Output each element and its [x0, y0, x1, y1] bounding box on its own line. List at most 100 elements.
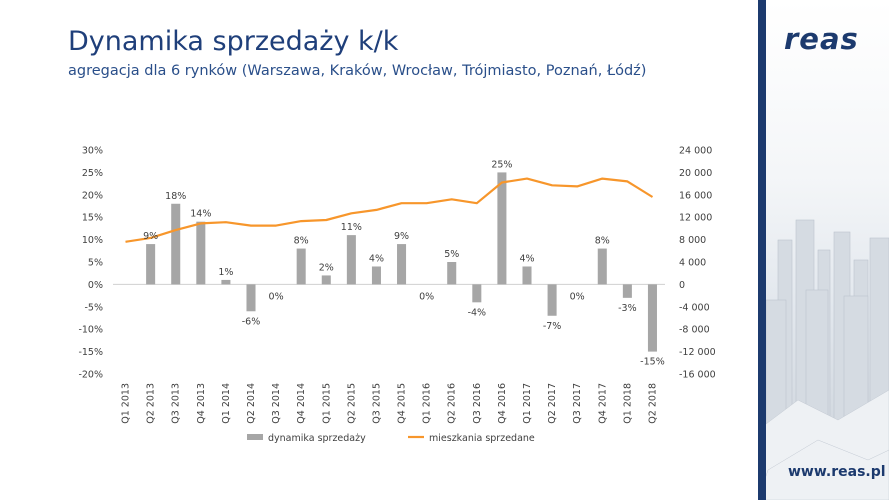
category-label: Q1 2018: [622, 383, 633, 424]
left-axis-tick-label: 30%: [82, 146, 103, 157]
bar-q2-2013: [146, 244, 156, 285]
data-label: 14%: [190, 209, 211, 220]
category-label: Q2 2015: [346, 383, 357, 424]
data-labels: 9% 18% 14% 1% -6% 0% 8% 2% 11% 4% 9% 0% 5% -4% 25% 4% -7…: [143, 159, 665, 367]
right-axis-tick-label: -16 000: [679, 370, 716, 381]
left-axis-tick-label: -5%: [85, 302, 104, 313]
left-axis-tick-label: -10%: [78, 325, 103, 336]
data-label: 0%: [419, 291, 434, 302]
legend-label-bar: dynamika sprzedaży: [268, 433, 366, 444]
data-label: 9%: [394, 231, 409, 242]
bar-q4-2016: [497, 172, 507, 285]
category-label: Q4 2014: [296, 383, 307, 424]
category-label: Q4 2017: [597, 383, 608, 424]
side-panel-background: [758, 0, 889, 500]
bar-q3-2016: [472, 284, 482, 303]
bar-q1-2015: [321, 275, 331, 285]
data-label: 25%: [491, 159, 512, 170]
bar-q4-2015: [397, 244, 407, 285]
category-label: Q2 2018: [647, 383, 658, 424]
page-title: Dynamika sprzedaży k/k: [68, 26, 399, 57]
data-label: 11%: [341, 222, 362, 233]
left-axis-tick-label: -20%: [78, 370, 103, 381]
category-label: Q3 2013: [171, 383, 182, 424]
data-label: 0%: [269, 291, 284, 302]
left-axis-tick-label: 20%: [82, 190, 103, 201]
category-label: Q3 2017: [572, 383, 583, 424]
bar-q4-2017: [597, 248, 607, 285]
legend-swatch-bar: [247, 434, 263, 440]
right-axis-tick-label: -4 000: [679, 302, 710, 313]
category-label: Q3 2016: [472, 383, 483, 424]
bar-q2-2014: [246, 284, 256, 312]
right-axis-tick-label: -12 000: [679, 347, 716, 358]
data-label: -15%: [640, 357, 665, 368]
data-label: 9%: [143, 231, 158, 242]
right-axis-tick-label: 8 000: [679, 235, 706, 246]
bar-q4-2013: [196, 221, 206, 285]
side-accent-bar: [758, 0, 766, 500]
category-label: Q1 2015: [321, 383, 332, 424]
category-label: Q4 2013: [196, 383, 207, 424]
right-axis-tick-label: 20 000: [679, 168, 712, 179]
bar-q1-2018: [622, 284, 632, 298]
bar-q1-2014: [221, 279, 231, 285]
line-mieszkania-sprzedane: [125, 177, 654, 243]
category-label: Q2 2014: [246, 383, 257, 424]
bar-series: [113, 172, 665, 352]
bar-q2-2018: [647, 284, 657, 352]
data-label: 0%: [570, 291, 585, 302]
bar-q4-2014: [296, 248, 306, 285]
bar-q2-2016: [447, 262, 457, 285]
data-label: -7%: [543, 321, 562, 332]
legend-label-line: mieszkania sprzedane: [429, 433, 535, 444]
category-label: Q2 2016: [447, 383, 458, 424]
data-label: -4%: [468, 307, 487, 318]
sales-dynamics-chart: 30% 25% 20% 15% 10% 5% 0% -5% -10% -15% -20% 24 00…: [78, 146, 716, 445]
category-label: Q2 2013: [146, 383, 157, 424]
data-label: 1%: [218, 267, 233, 278]
bar-q2-2015: [346, 235, 356, 285]
city-skyline-illustration: [758, 219, 889, 500]
category-label: Q1 2014: [221, 383, 232, 424]
category-label: Q4 2015: [397, 383, 408, 424]
data-label: 5%: [444, 249, 459, 260]
chart-legend: dynamika sprzedaży mieszkania sprzedane: [247, 433, 535, 444]
bar-q2-2017: [547, 284, 557, 316]
bar-q3-2013: [171, 203, 181, 285]
right-axis-tick-label: 0: [679, 280, 685, 291]
left-axis-tick-label: 0%: [88, 280, 103, 291]
data-label: 2%: [319, 262, 334, 273]
bar-q1-2017: [522, 266, 532, 285]
reas-logo: reas: [784, 22, 859, 56]
data-label: 4%: [369, 253, 384, 264]
data-label: 18%: [165, 191, 186, 202]
data-label: 8%: [595, 236, 610, 247]
website-url: www.reas.pl: [788, 464, 886, 480]
page-subtitle: agregacja dla 6 rynków (Warszawa, Kraków…: [68, 63, 647, 79]
category-label: Q3 2015: [371, 383, 382, 424]
data-label: -6%: [242, 316, 261, 327]
category-label: Q1 2013: [121, 383, 132, 424]
category-label: Q1 2016: [422, 383, 433, 424]
data-label: 4%: [519, 253, 534, 264]
right-axis-tick-label: 4 000: [679, 258, 706, 269]
left-axis-tick-label: 5%: [88, 258, 103, 269]
category-labels: Q1 2013 Q2 2013 Q3 2013 Q4 2013 Q1 2014 Q2 20…: [121, 383, 659, 424]
right-axis-tick-label: 12 000: [679, 213, 712, 224]
left-axis-tick-label: -15%: [78, 347, 103, 358]
category-label: Q3 2014: [271, 383, 282, 424]
left-axis-tick-label: 15%: [82, 213, 103, 224]
right-axis-tick-label: -8 000: [679, 325, 710, 336]
data-label: 8%: [294, 236, 309, 247]
line-series: [125, 177, 654, 243]
right-axis-tick-label: 16 000: [679, 190, 712, 201]
right-axis-tick-label: 24 000: [679, 146, 712, 157]
left-axis-ticks: 30% 25% 20% 15% 10% 5% 0% -5% -10% -15% -20%: [78, 146, 103, 381]
category-label: Q1 2017: [522, 383, 533, 424]
right-axis-ticks: 24 000 20 000 16 000 12 000 8 000 4 000 0 -4 00…: [679, 146, 716, 381]
category-label: Q4 2016: [497, 383, 508, 424]
data-label: -3%: [618, 303, 637, 314]
left-axis-tick-label: 10%: [82, 235, 103, 246]
bar-q3-2015: [371, 266, 381, 285]
